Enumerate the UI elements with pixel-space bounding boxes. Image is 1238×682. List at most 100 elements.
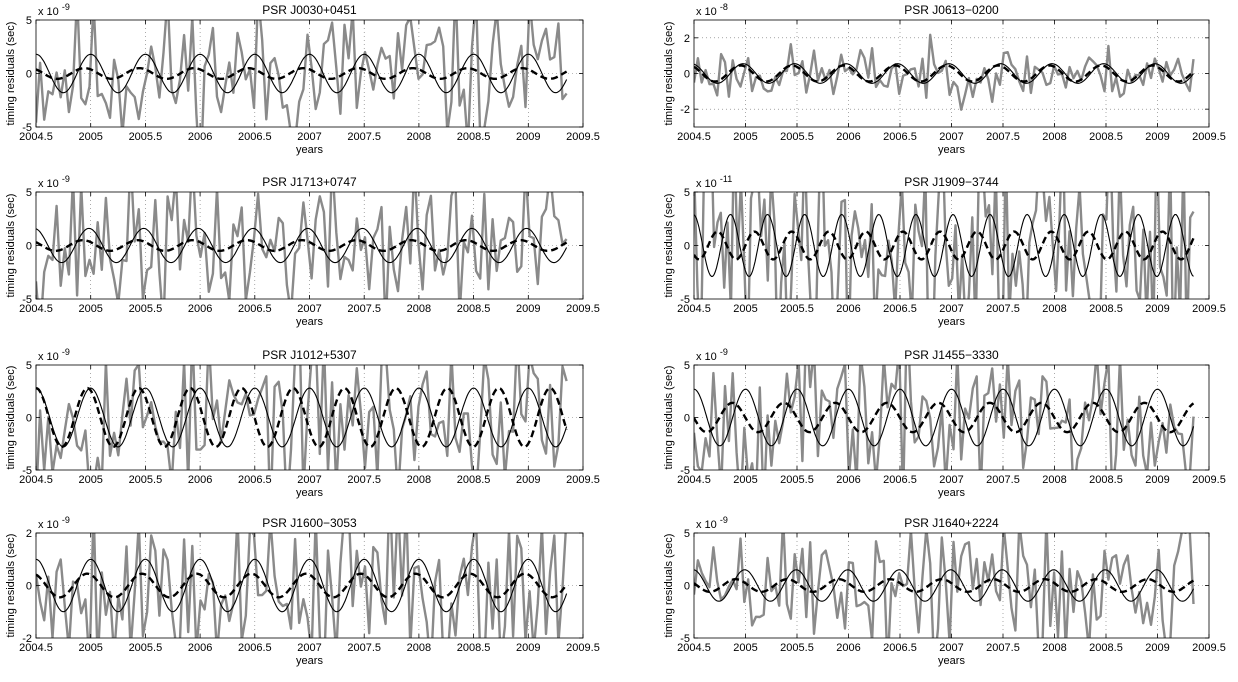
x-tick-label: 2005.5 [129,303,163,315]
series-observed-residuals [36,533,567,638]
plot-data [694,533,1195,638]
x-tick-label: 2007 [297,642,321,654]
plot-data [694,192,1195,299]
x-tick-label: 2008.5 [1089,642,1123,654]
x-tick-label: 2008.5 [1089,131,1123,143]
x-axis-label: years [938,655,965,667]
series-model-dashed [36,66,568,81]
x-tick-label: 2009.5 [566,303,600,315]
x-tick-label: 2004.5 [19,131,53,143]
x-tick-label: 2004.5 [677,131,711,143]
x-axis-label: years [938,487,965,499]
x-tick-label: 2008 [407,131,431,143]
x-axis-label: years [938,144,965,156]
series-model-solid [36,227,568,264]
series-model-dashed [694,64,1195,83]
x-tick-label: 2007.5 [347,474,381,486]
x-tick-label: 2005 [78,642,102,654]
x-tick-label: 2007 [297,303,321,315]
y-tick-label: -5 [680,633,690,645]
x-tick-label: 2009 [1145,131,1169,143]
y-tick-label: -5 [680,294,690,306]
x-tick-label: 2007.5 [986,474,1020,486]
series-model-dashed [36,572,568,599]
x-tick-label: 2009.5 [566,131,600,143]
grid-lines [694,20,1209,127]
x-tick-label: 2006.5 [883,642,917,654]
x-tick-label: 2006.5 [238,131,272,143]
x-tick-label: 2009.5 [1192,131,1226,143]
x-tick-label: 2006.5 [238,303,272,315]
x-tick-label: 2006.5 [883,474,917,486]
x-tick-label: 2008.5 [457,474,491,486]
plot-data [36,533,568,638]
series-observed-residuals [36,192,568,299]
x-tick-label: 2005 [78,303,102,315]
panel-title: PSR J0613−0200 [904,3,999,17]
chart-panel: 2004.5 2005 2005.5 2006 2006.5 2007 2007.5 2008… [5,347,600,499]
panel-title: PSR J1455−3330 [904,348,999,362]
x-axis-label: years [296,655,323,667]
y-exponent-label: x 10 -9 [696,515,728,531]
panel-title: PSR J0030+0451 [262,3,357,17]
y-exponent-label: x 10 -8 [696,2,728,18]
x-tick-label: 2007.5 [986,131,1020,143]
y-tick-label: 0 [684,241,690,253]
x-tick-label: 2004.5 [677,642,711,654]
y-axis-label: timing residuals (sec) [663,366,675,470]
y-tick-label: 0 [26,241,32,253]
x-tick-label: 2006 [836,474,860,486]
x-tick-label: 2008 [407,303,431,315]
y-tick-label: 0 [684,69,690,81]
chart-panel: 2004.5 2005 2005.5 2006 2006.5 2007 2007.5 2008… [663,174,1226,328]
x-tick-label: 2007 [939,303,963,315]
panel-title: PSR J1600−3053 [262,516,357,530]
series-observed-residuals [694,365,1195,470]
y-exponent-label: x 10 -9 [38,174,70,190]
x-tick-label: 2009 [516,131,540,143]
x-tick-label: 2004.5 [677,303,711,315]
x-tick-label: 2005 [733,642,757,654]
x-tick-label: 2009 [516,303,540,315]
y-tick-label: 0 [684,581,690,593]
y-tick-label: -2 [680,104,690,116]
x-tick-label: 2009.5 [1192,642,1226,654]
series-model-dashed [694,401,1195,434]
chart-panel: 2004.5 2005 2005.5 2006 2006.5 2007 2007.5 2008… [5,174,600,328]
x-tick-label: 2009.5 [1192,474,1226,486]
y-tick-label: 0 [684,413,690,425]
series-model-solid [694,388,1195,447]
series-model-solid [694,213,1194,278]
series-observed-residuals [36,20,568,127]
x-tick-label: 2006.5 [883,303,917,315]
panel-title: PSR J1640+2224 [904,516,999,530]
y-tick-label: 5 [684,528,690,540]
x-tick-label: 2005.5 [129,642,163,654]
x-tick-label: 2006 [188,303,212,315]
y-axis-label: timing residuals (sec) [5,194,17,298]
x-tick-label: 2007 [939,474,963,486]
x-tick-label: 2007 [939,131,963,143]
x-tick-label: 2005.5 [780,303,814,315]
chart-panel: 2004.5 2005 2005.5 2006 2006.5 2007 2007.5 2008… [5,2,600,156]
y-tick-label: 5 [26,360,32,372]
y-tick-label: 2 [684,33,690,45]
x-tick-label: 2004.5 [19,303,53,315]
x-tick-label: 2009.5 [1192,303,1226,315]
x-tick-label: 2008 [1042,303,1066,315]
x-tick-label: 2005 [733,131,757,143]
x-tick-label: 2005.5 [129,131,163,143]
x-tick-label: 2007 [297,131,321,143]
grid-lines [36,533,583,638]
x-tick-label: 2005.5 [129,474,163,486]
y-tick-label: 0 [26,69,32,81]
y-exponent-label: x 10 -9 [38,347,70,363]
y-tick-label: -5 [22,465,32,477]
y-exponent-label: x 10 -9 [696,347,728,363]
y-tick-label: 2 [26,528,32,540]
y-exponent-label: x 10 -11 [696,174,732,190]
x-tick-label: 2007.5 [347,131,381,143]
y-tick-label: -5 [680,465,690,477]
x-tick-label: 2009.5 [566,642,600,654]
x-tick-label: 2007.5 [986,642,1020,654]
